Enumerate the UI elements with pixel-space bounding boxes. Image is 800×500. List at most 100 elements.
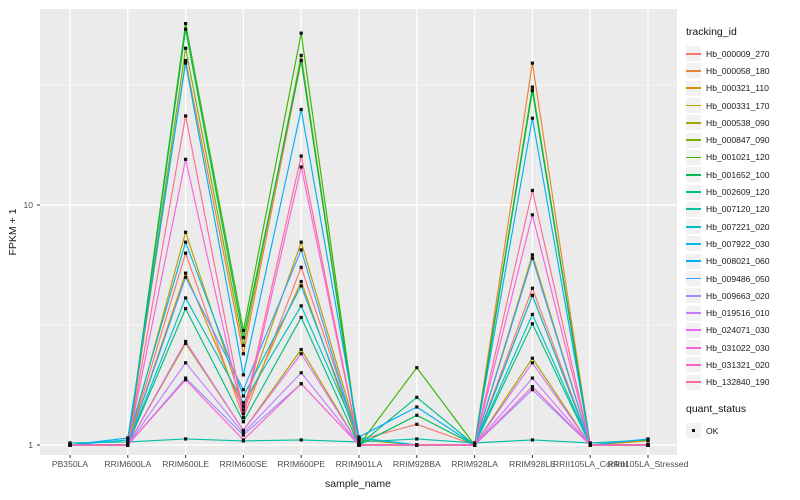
legend-key-line-icon (686, 132, 701, 148)
legend: tracking_id Hb_000009_270 Hb_000058_180 Hb… (686, 26, 798, 439)
data-point (299, 347, 303, 352)
data-point (530, 213, 534, 217)
data-point (241, 408, 245, 412)
legend-item-label: Hb_000058_180 (706, 65, 770, 76)
legend-key-line-icon (686, 201, 701, 217)
x-tick-label-PB350LA: PB350LA (51, 459, 89, 469)
data-point (530, 361, 534, 365)
legend-key-point-icon (686, 423, 701, 439)
legend-item-label: Hb_000321_110 (706, 83, 769, 94)
legend-item-Hb_000321_110: Hb_000321_110 (686, 80, 798, 97)
data-point (184, 378, 188, 382)
legend-item-Hb_031321_020: Hb_031321_020 (686, 356, 798, 373)
legend-item-Hb_000538_090: Hb_000538_090 (686, 114, 798, 131)
legend-item-label: Hb_031321_020 (706, 359, 770, 370)
data-point (530, 253, 534, 257)
data-point (299, 58, 303, 63)
data-point (646, 437, 650, 441)
legend-item-label: Hb_007221_020 (706, 221, 770, 232)
data-point (184, 376, 188, 380)
data-point (530, 356, 534, 360)
legend-item-Hb_009663_020: Hb_009663_020 (686, 287, 798, 304)
data-point (184, 58, 188, 63)
data-point (530, 286, 534, 290)
legend-item-Hb_002609_120: Hb_002609_120 (686, 183, 798, 200)
legend-item-label: Hb_000538_090 (706, 117, 770, 128)
data-point (357, 435, 361, 439)
data-point (415, 395, 419, 399)
legend-key-line-icon (686, 149, 701, 165)
legend-item-label: Hb_000331_170 (706, 100, 770, 111)
legend-item-Hb_024071_030: Hb_024071_030 (686, 322, 798, 339)
data-point (357, 443, 361, 447)
legend-item-quant-OK: OK (686, 422, 798, 439)
legend-item-Hb_000009_270: Hb_000009_270 (686, 45, 798, 62)
data-point (299, 248, 303, 252)
y-tick-label-1: 1 (28, 440, 33, 450)
data-point (415, 413, 419, 417)
data-point (299, 382, 303, 386)
legend-item-label: Hb_009663_020 (706, 290, 770, 301)
legend-item-label: Hb_132840_190 (706, 377, 770, 388)
data-point (68, 443, 72, 447)
data-point (299, 352, 303, 356)
data-point (530, 85, 534, 89)
data-point (530, 293, 534, 298)
x-tick-label-RRIM901LA: RRIM901LA (335, 459, 383, 469)
data-point (184, 251, 188, 255)
legend-title-tracking-id: tracking_id (686, 26, 737, 38)
legend-key-line-icon (686, 271, 701, 286)
data-point (530, 312, 534, 317)
legend-key-line-icon (686, 374, 701, 390)
data-point (299, 240, 303, 244)
data-point (241, 394, 245, 398)
legend-key-line-icon (686, 253, 701, 269)
legend-item-label: Hb_000847_090 (706, 135, 770, 146)
data-point (299, 31, 303, 35)
legend-key-line-icon (686, 184, 701, 200)
x-axis-title: sample_name (325, 478, 391, 490)
x-tick-label-RRIM928LE: RRIM928LE (508, 459, 556, 469)
legend-key-line-icon (686, 340, 701, 356)
data-point (299, 265, 303, 269)
data-point (184, 21, 188, 26)
data-point (184, 114, 188, 118)
legend-key-line-icon (686, 46, 701, 62)
data-point (299, 165, 303, 169)
x-tick-label-RRIM600LA: RRIM600LA (104, 459, 152, 469)
data-point (415, 405, 419, 409)
data-point (530, 116, 534, 120)
data-point (241, 416, 245, 420)
legend-item-label: Hb_009486_050 (706, 273, 770, 284)
legend-key-line-icon (686, 98, 701, 114)
legend-item-Hb_000331_170: Hb_000331_170 (686, 97, 798, 114)
data-point (184, 46, 188, 50)
legend-item-Hb_007922_030: Hb_007922_030 (686, 235, 798, 252)
data-point (126, 436, 130, 440)
legend-key-line-icon (686, 115, 701, 131)
legend-key-line-icon (686, 80, 701, 96)
data-point (126, 440, 130, 444)
legend-item-label: Hb_001652_100 (706, 169, 770, 180)
data-point (184, 27, 188, 31)
x-tick-label-RRIM600LE: RRIM600LE (162, 459, 209, 469)
data-point (473, 441, 477, 445)
data-point (299, 315, 303, 320)
data-point (184, 341, 188, 346)
data-point (530, 88, 534, 93)
data-point (530, 256, 534, 260)
data-point (299, 371, 303, 375)
legend-item-label: Hb_019516_010 (706, 308, 770, 319)
data-point (530, 376, 534, 380)
legend-title-quant-status: quant_status (686, 402, 747, 415)
data-point (126, 443, 130, 447)
data-point (299, 284, 303, 288)
data-point (473, 443, 477, 447)
legend-key-line-icon (686, 322, 701, 338)
data-point (126, 438, 130, 442)
legend-key-line-icon (686, 63, 701, 79)
data-point (68, 441, 72, 445)
legend-item-Hb_008021_060: Hb_008021_060 (686, 253, 798, 270)
data-point (241, 388, 245, 392)
